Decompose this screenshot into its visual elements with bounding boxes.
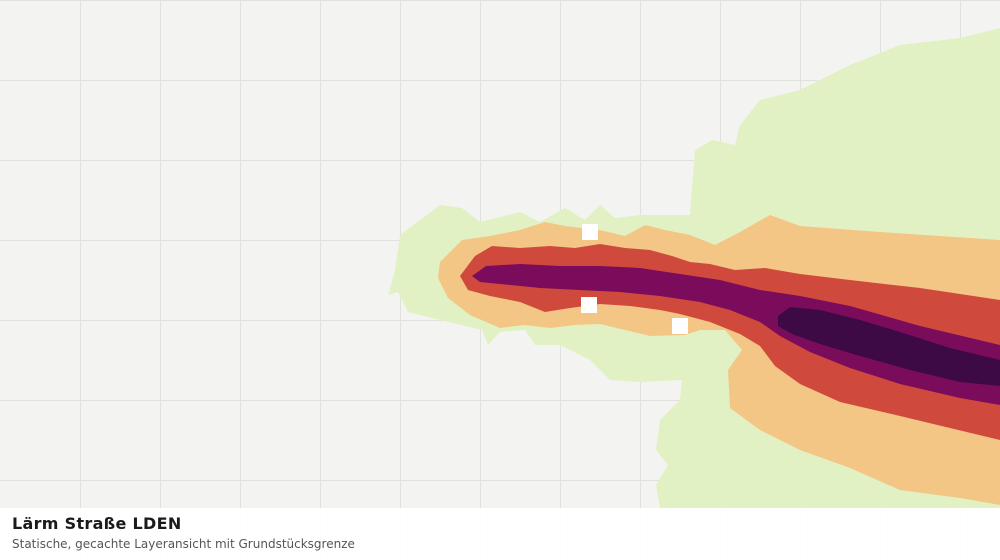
noise-zone-very-high [472,264,1000,405]
building-gaps [581,224,688,334]
noise-zone-extreme [778,307,1000,386]
caption-panel: Lärm Straße LDEN Statische, gecachte Lay… [0,508,1000,560]
caption-title: Lärm Straße LDEN [12,514,182,533]
noise-zone-high [460,244,1000,440]
caption-subtitle: Statische, gecachte Layeransicht mit Gru… [12,537,355,551]
